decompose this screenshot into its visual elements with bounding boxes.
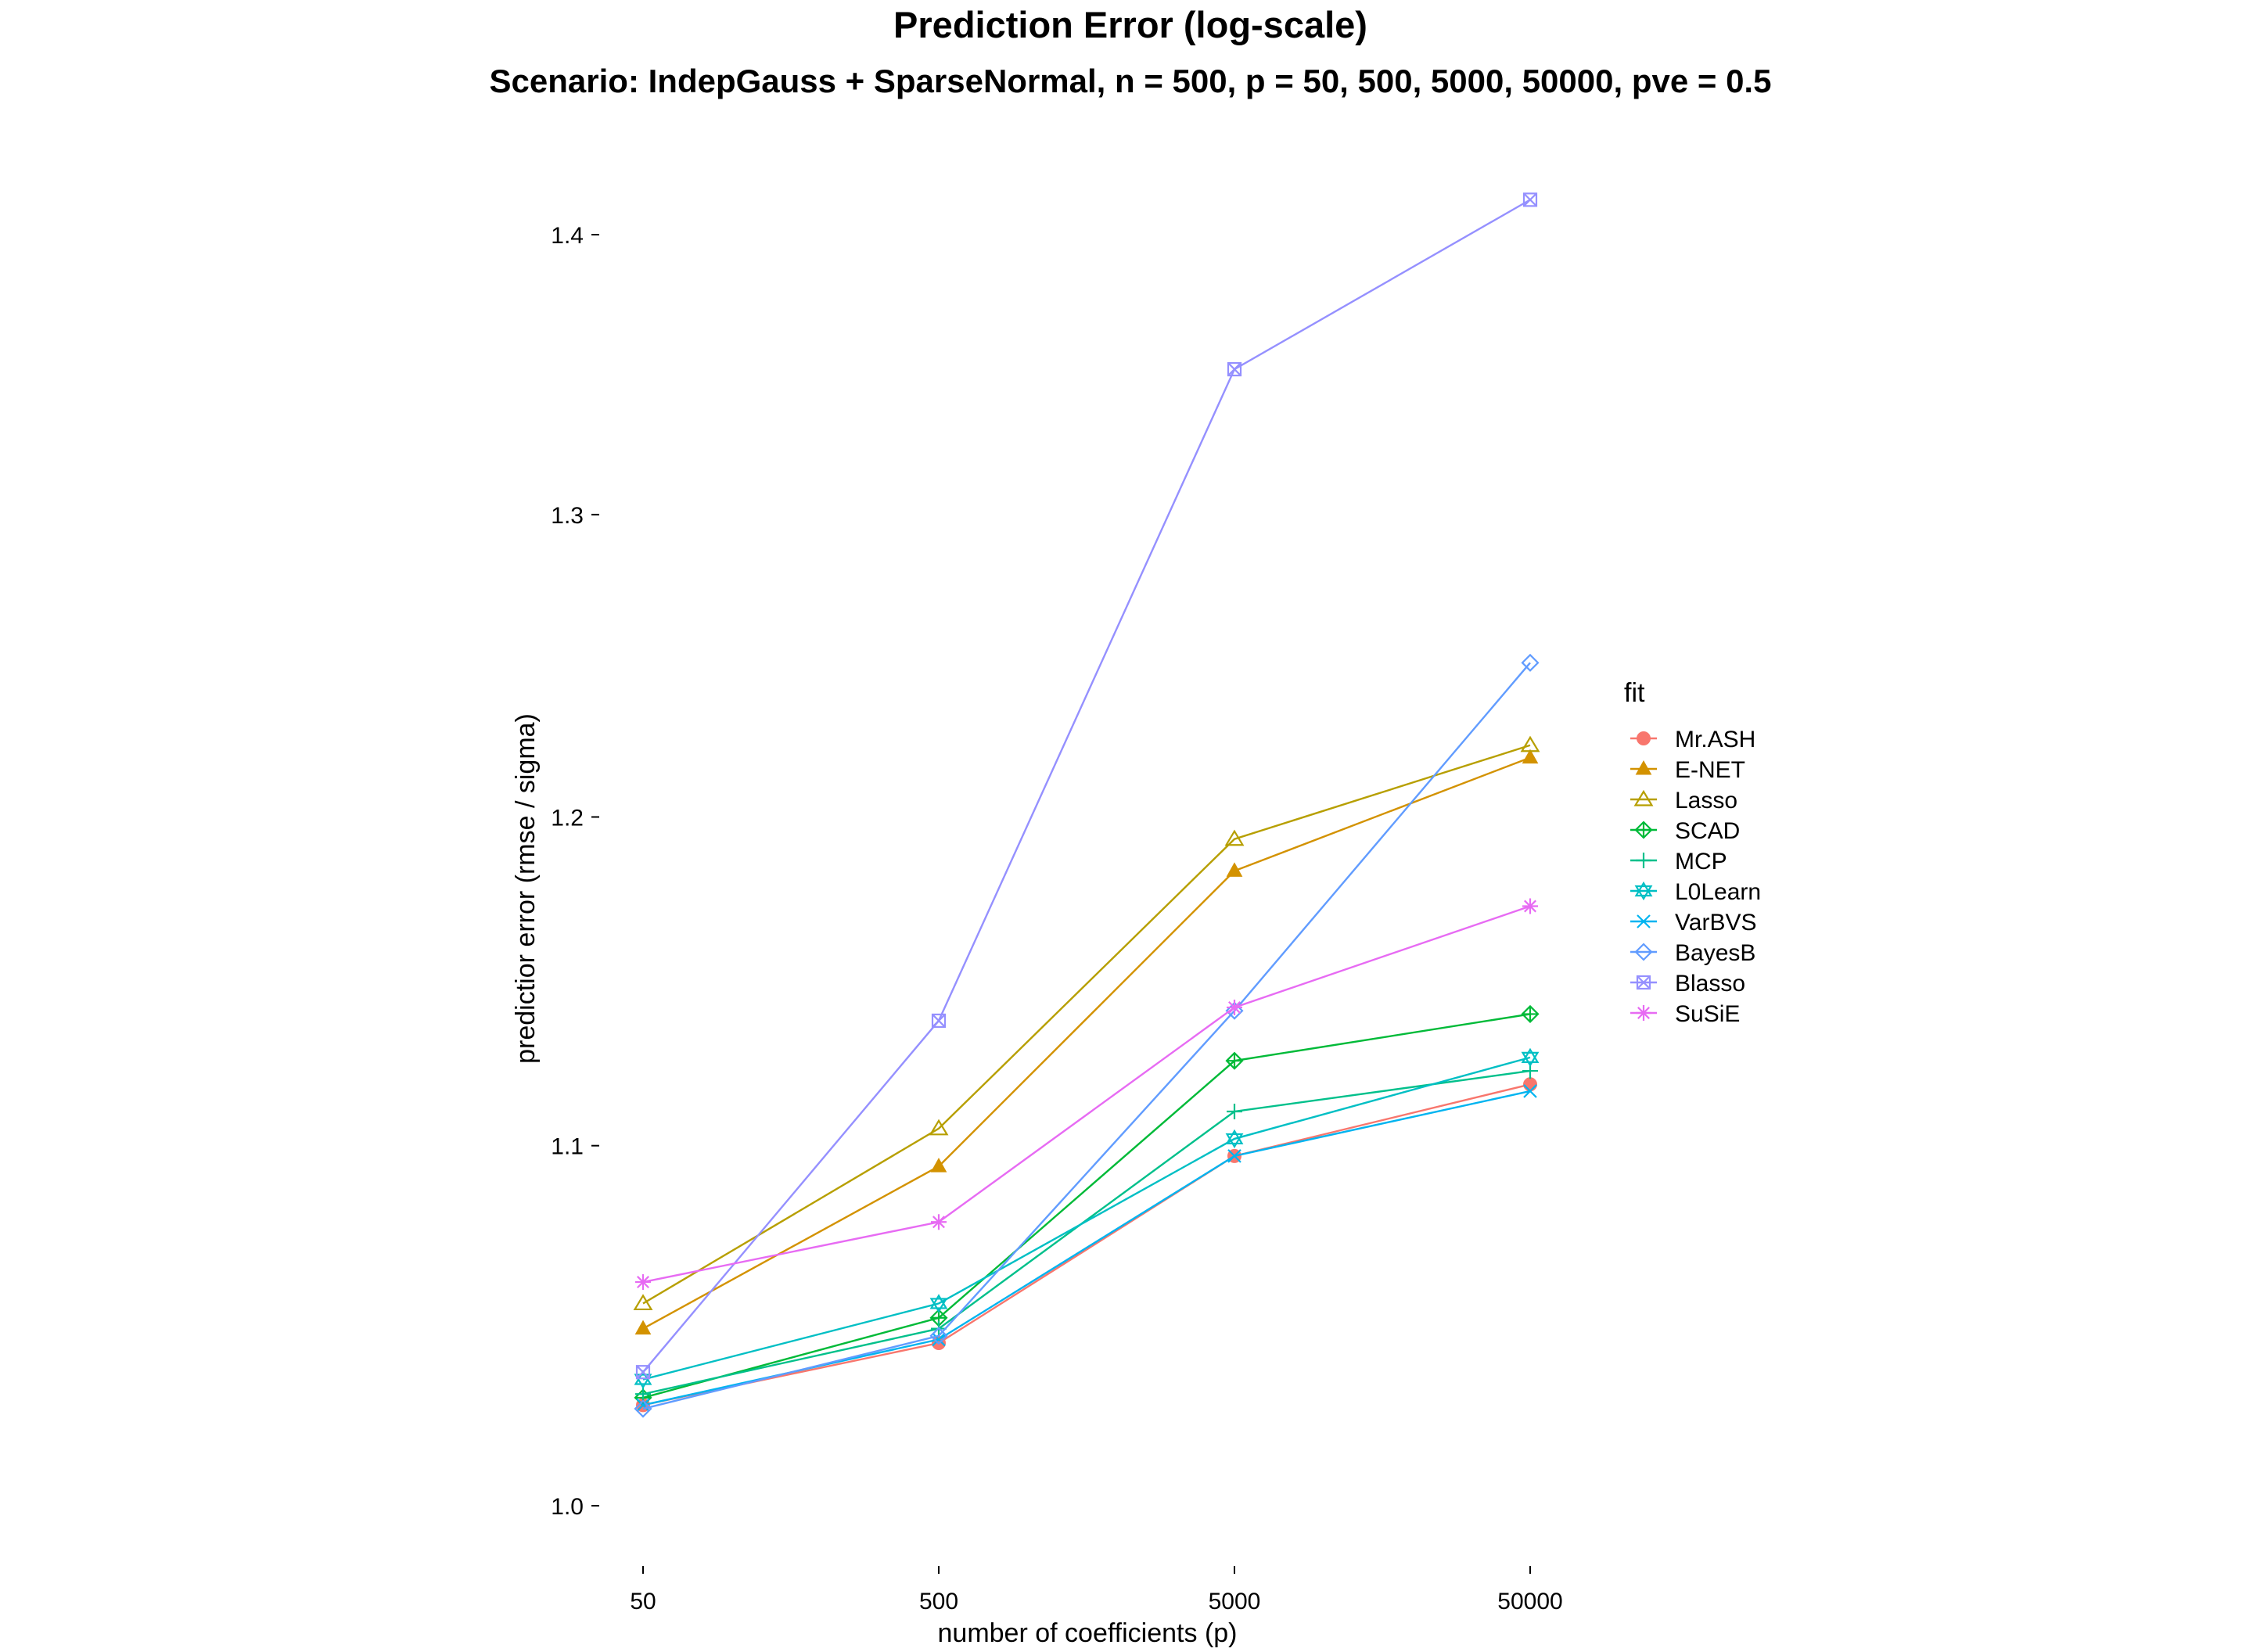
series-lasso	[633, 735, 1540, 1311]
legend-label: VarBVS	[1675, 910, 1757, 936]
plot-series	[633, 192, 1540, 1418]
data-point-e-net	[1522, 749, 1539, 764]
data-point-e-net	[930, 1158, 947, 1173]
legend-label: MCP	[1675, 849, 1727, 874]
data-point-l0learn	[929, 1294, 948, 1313]
series-line-mcp	[642, 1069, 1531, 1395]
legend-label: Blasso	[1675, 971, 1745, 997]
y-tick-label: 1.2	[551, 805, 584, 831]
data-point-bayesb	[929, 1327, 948, 1345]
legend-label: L0Learn	[1675, 879, 1761, 905]
legend-key-marker	[1636, 853, 1651, 868]
series-susie	[635, 898, 1538, 1291]
x-tick-label: 50000	[1497, 1589, 1562, 1614]
legend-key-marker	[1633, 789, 1654, 806]
data-point-scad	[1521, 1004, 1540, 1023]
y-tick-label: 1.0	[551, 1494, 584, 1520]
legend-item-susie: SuSiE	[1630, 1001, 1740, 1027]
series-bayesb	[634, 653, 1540, 1418]
y-tick-label: 1.3	[551, 503, 584, 529]
legend-key-marker	[1634, 821, 1653, 839]
series-e-net	[634, 749, 1539, 1335]
legend: fit Mr.ASH E-NET Lasso SCAD MCP L0Learn VarBVS…	[1624, 678, 1761, 1027]
data-point-blasso	[1522, 192, 1538, 207]
series-scad	[634, 1004, 1540, 1407]
legend-item-scad: SCAD	[1630, 818, 1740, 844]
data-point-varbvs	[932, 1332, 946, 1347]
chart-title: Prediction Error (log-scale)	[893, 4, 1367, 45]
legend-item-blasso: Blasso	[1630, 971, 1745, 997]
data-point-lasso	[1224, 829, 1245, 846]
data-point-susie	[931, 1214, 947, 1230]
series-line-scad	[642, 1013, 1531, 1399]
legend-item-e-net: E-NET	[1630, 757, 1745, 783]
data-point-e-net	[634, 1320, 652, 1335]
data-point-l0learn	[1225, 1129, 1244, 1149]
series-line-l0learn	[642, 1056, 1531, 1381]
legend-label: BayesB	[1675, 940, 1755, 966]
data-point-varbvs	[1523, 1084, 1537, 1098]
data-point-l0learn	[1521, 1047, 1540, 1068]
series-line-varbvs	[642, 1090, 1531, 1406]
series-line-lasso	[642, 744, 1531, 1305]
chart-subtitle: Scenario: IndepGauss + SparseNormal, n =…	[490, 63, 1772, 99]
legend-item-varbvs: VarBVS	[1630, 910, 1757, 936]
x-tick-label: 500	[919, 1589, 958, 1614]
series-line-e-net	[642, 756, 1531, 1330]
legend-key-marker	[1636, 1005, 1651, 1021]
legend-label: E-NET	[1675, 757, 1745, 783]
series-mr-ash	[636, 1077, 1537, 1413]
data-point-bayesb	[634, 1399, 652, 1418]
legend-title: fit	[1624, 678, 1645, 708]
legend-label: Mr.ASH	[1675, 727, 1755, 752]
data-point-mr-ash	[1523, 1077, 1537, 1092]
legend-key-marker	[1634, 881, 1653, 901]
legend-key-marker	[1634, 943, 1653, 961]
data-point-blasso	[931, 1013, 947, 1029]
data-point-varbvs	[636, 1398, 650, 1413]
data-point-susie	[1227, 999, 1242, 1015]
x-axis-title: number of coefficients (p)	[938, 1618, 1238, 1648]
legend-label: SCAD	[1675, 818, 1740, 844]
data-point-scad	[1225, 1051, 1244, 1070]
y-tick-label: 1.4	[551, 223, 584, 249]
series-l0learn	[634, 1047, 1540, 1389]
series-line-susie	[642, 905, 1531, 1284]
data-point-bayesb	[1521, 653, 1540, 672]
data-point-blasso	[635, 1365, 651, 1380]
legend-key-marker	[1637, 914, 1651, 928]
series-line-mr-ash	[642, 1083, 1531, 1406]
data-point-susie	[1522, 898, 1538, 914]
data-point-susie	[635, 1274, 651, 1291]
legend-items: Mr.ASH E-NET Lasso SCAD MCP L0Learn VarBVS Baye…	[1630, 727, 1761, 1027]
data-point-lasso	[1520, 735, 1540, 752]
data-point-mcp	[1227, 1103, 1242, 1119]
legend-key-marker	[1637, 731, 1651, 745]
data-point-lasso	[929, 1119, 949, 1136]
legend-label: SuSiE	[1675, 1001, 1740, 1027]
data-point-e-net	[1226, 862, 1243, 877]
series-line-blasso	[642, 199, 1531, 1373]
x-axis: 50 500 5000 50000	[630, 1566, 1563, 1614]
y-tick-label: 1.1	[551, 1134, 584, 1160]
legend-item-mcp: MCP	[1630, 849, 1727, 874]
legend-item-bayesb: BayesB	[1630, 940, 1755, 966]
series-blasso	[635, 192, 1538, 1380]
legend-label: Lasso	[1675, 788, 1737, 813]
data-point-blasso	[1227, 361, 1242, 377]
data-point-varbvs	[1227, 1149, 1241, 1163]
legend-key-marker	[1636, 975, 1651, 990]
legend-key-marker	[1635, 760, 1652, 775]
y-axis: 1.0 1.1 1.2 1.3 1.4	[551, 223, 599, 1520]
legend-item-lasso: Lasso	[1630, 788, 1737, 813]
x-tick-label: 5000	[1209, 1589, 1261, 1614]
x-tick-label: 50	[630, 1589, 656, 1614]
data-point-lasso	[633, 1294, 653, 1311]
legend-item-l0learn: L0Learn	[1630, 879, 1761, 905]
y-axis-title: predictior error (rmse / sigma)	[511, 713, 541, 1064]
legend-item-mr-ash: Mr.ASH	[1630, 727, 1755, 752]
series-mcp	[635, 1063, 1538, 1402]
series-line-bayesb	[642, 662, 1531, 1410]
